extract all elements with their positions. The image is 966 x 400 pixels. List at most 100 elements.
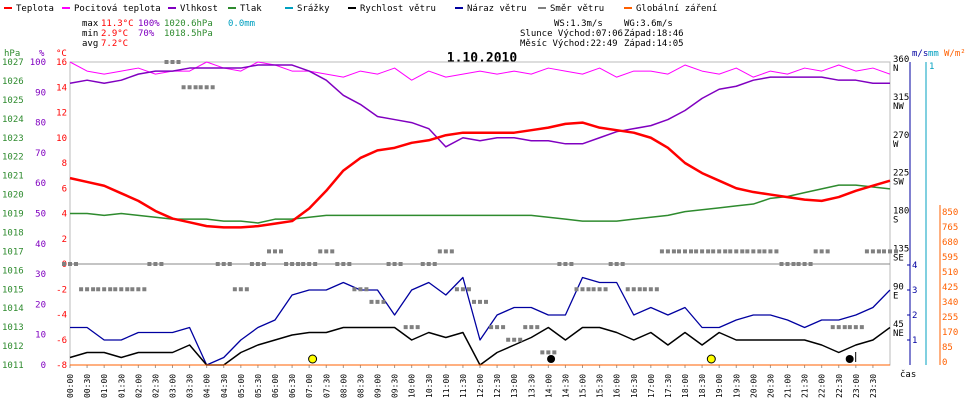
ytick-dir-deg: 360 [893, 55, 909, 65]
wind-direction-marker [284, 262, 289, 266]
ytick-pct: 0 [41, 361, 46, 371]
xtick-label: 10:00 [408, 374, 417, 398]
wind-direction-marker [227, 262, 232, 266]
wind-direction-marker [631, 287, 636, 292]
sunset-icon [706, 354, 716, 364]
xtick-label: 22:30 [835, 374, 844, 398]
wind-direction-marker [802, 262, 807, 266]
ytick-dir-deg: 270 [893, 131, 909, 141]
wind-direction-marker [642, 287, 647, 292]
ytick-dir-deg: 135 [893, 244, 909, 254]
axis-label-pct: % [39, 49, 45, 59]
xtick-label: 01:00 [100, 374, 109, 398]
xtick-label: 02:30 [151, 374, 160, 398]
xtick-label: 11:00 [442, 374, 451, 398]
wind-direction-marker [347, 262, 352, 266]
wind-direction-marker [864, 249, 869, 254]
xtick-label: 07:00 [305, 374, 314, 398]
wind-direction-marker [484, 299, 488, 304]
wind-direction-marker [859, 325, 864, 330]
stat-max-temp: 11.3°C [101, 19, 134, 29]
wind-direction-marker [335, 262, 340, 266]
wind-direction-marker [586, 287, 591, 292]
wind-direction-marker [603, 287, 608, 292]
stat-min-press: 1018.5hPa [164, 29, 213, 39]
wind-direction-marker [728, 249, 733, 254]
wind-direction-marker [472, 299, 476, 304]
ytick-wm: 595 [942, 253, 958, 263]
ytick-c: 4 [62, 210, 67, 220]
ytick-dir-label: N [893, 64, 898, 74]
ytick-hpa: 1020 [2, 191, 24, 201]
xtick-label: 17:00 [647, 374, 656, 398]
info-sun-set: Západ:18:46 [624, 29, 684, 39]
wind-direction-marker [147, 262, 152, 266]
wind-direction-marker [187, 85, 192, 90]
wind-direction-marker [164, 60, 169, 64]
xtick-label: 18:30 [698, 374, 707, 398]
wind-direction-marker [813, 249, 818, 254]
ytick-pct: 70 [35, 149, 46, 159]
xtick-label: 15:00 [579, 374, 588, 398]
wind-direction-marker [796, 262, 801, 266]
xtick-label: 16:30 [630, 374, 639, 398]
ytick-hpa: 1018 [2, 228, 24, 238]
wind-direction-marker [506, 337, 511, 342]
xtick-label: 18:00 [681, 374, 690, 398]
xtick-label: 09:30 [391, 374, 400, 398]
axis-label-wm: W/m² [944, 49, 966, 59]
xtick-label: 21:00 [784, 374, 793, 398]
ytick-hpa: 1015 [2, 285, 24, 295]
wind-direction-marker [426, 262, 431, 266]
axis-label-ms: m/s [912, 49, 928, 59]
wind-direction-marker [364, 287, 369, 292]
ytick-c: 2 [62, 235, 67, 245]
xtick-label: 16:00 [613, 374, 622, 398]
ytick-pct: 30 [35, 270, 46, 280]
ytick-hpa: 1024 [2, 115, 24, 125]
stat-avg-label: avg [82, 39, 98, 49]
wind-direction-marker [398, 262, 403, 266]
wind-direction-marker [301, 262, 306, 266]
wind-direction-marker [392, 262, 397, 266]
ytick-hpa: 1025 [2, 96, 24, 106]
wind-direction-marker [825, 249, 830, 254]
wind-direction-marker [501, 325, 506, 330]
ytick-dir-label: NE [893, 329, 904, 339]
xtick-label: 06:00 [271, 374, 280, 398]
xtick-label: 12:00 [476, 374, 485, 398]
wind-direction-marker [563, 262, 568, 266]
wind-direction-marker [420, 262, 425, 266]
wind-direction-marker [176, 60, 181, 64]
ytick-dir-label: S [893, 216, 898, 226]
wind-direction-marker [244, 287, 249, 292]
axis-label-mm: mm [928, 49, 939, 59]
xtick-label: 14:00 [544, 374, 553, 398]
wind-direction-marker [836, 325, 841, 330]
ytick-hpa: 1013 [2, 323, 24, 333]
ytick-hpa: 1019 [2, 210, 24, 220]
stat-min-temp: 2.9°C [101, 29, 128, 39]
series-press [70, 184, 891, 224]
xtick-label: 17:30 [664, 374, 673, 398]
wind-direction-marker [62, 262, 66, 266]
wind-direction-marker [91, 287, 96, 292]
ytick-pct: 40 [35, 240, 46, 250]
series-gust [70, 276, 891, 366]
info-moon: Měsíc Východ:22:49 [520, 39, 618, 49]
wind-direction-marker [495, 325, 500, 330]
ytick-hpa: 1027 [2, 58, 24, 68]
ytick-wm: 0 [942, 358, 947, 368]
legend-label: Tlak [240, 4, 262, 14]
wind-direction-marker [79, 287, 84, 292]
wind-direction-marker [341, 262, 346, 266]
ytick-wm: 425 [942, 283, 958, 293]
stat-max-label: max [82, 19, 99, 29]
ytick-wm: 510 [942, 268, 958, 278]
wind-direction-marker [437, 249, 442, 254]
ytick-dir-label: E [893, 291, 898, 301]
wind-direction-marker [689, 249, 693, 254]
ytick-c: 12 [56, 109, 67, 119]
wind-direction-marker [665, 249, 670, 254]
wind-direction-marker [546, 350, 551, 355]
